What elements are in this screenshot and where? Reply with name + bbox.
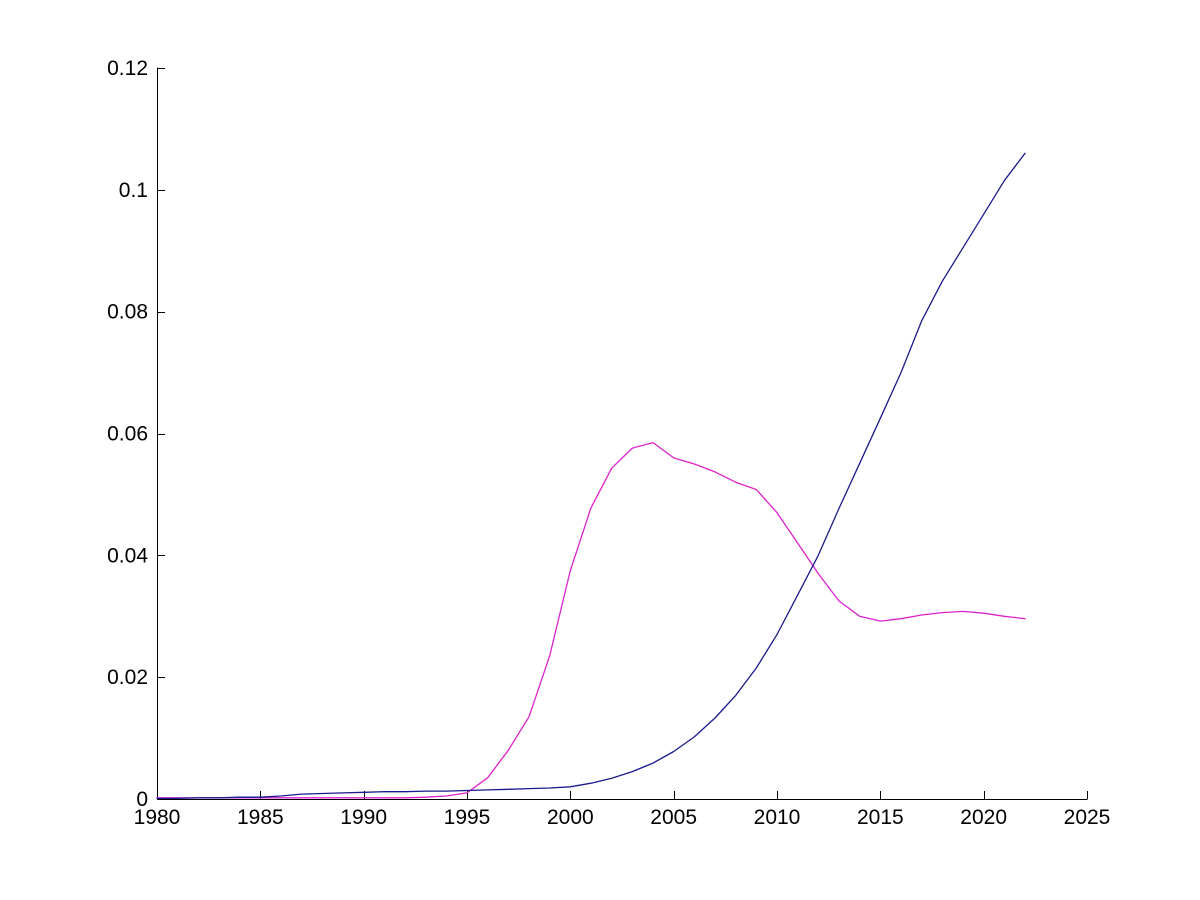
y-tick-label-0.06: 0.06 [107,423,148,446]
magenta-line [156,441,1026,799]
x-tick-label-2015: 2015 [857,806,904,829]
x-tick-label-1980: 1980 [134,806,181,829]
y-tick-label-0.08: 0.08 [107,301,148,324]
x-tick-label-1985: 1985 [237,806,284,829]
y-tick-label-0.1: 0.1 [119,179,148,202]
x-tick-label-1990: 1990 [340,806,387,829]
y-tick-label-0.12: 0.12 [107,57,148,80]
x-tick-label-2025: 2025 [1064,806,1111,829]
x-tick-label-2005: 2005 [650,806,697,829]
x-tick-label-2000: 2000 [547,806,594,829]
y-tick-label-0.04: 0.04 [107,544,148,567]
x-tick-label-1995: 1995 [444,806,491,829]
y-tick-label-0: 0 [136,788,148,811]
x-tick-label-2010: 2010 [754,806,801,829]
y-tick-label-0.02: 0.02 [107,666,148,689]
x-tick-label-2020: 2020 [960,806,1007,829]
navy-line [156,152,1026,800]
